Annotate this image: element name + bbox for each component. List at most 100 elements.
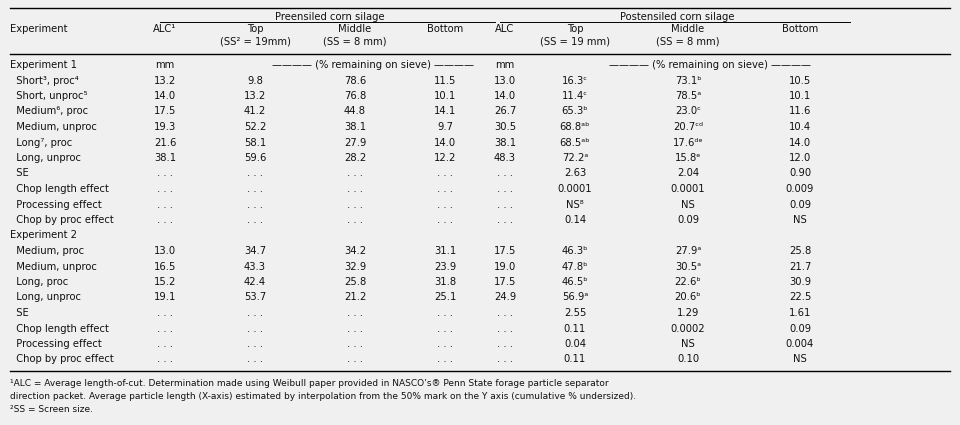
Text: . . .: . . . xyxy=(437,199,453,210)
Text: 22.6ᵇ: 22.6ᵇ xyxy=(675,277,702,287)
Text: Chop by proc effect: Chop by proc effect xyxy=(10,215,113,225)
Text: . . .: . . . xyxy=(347,199,363,210)
Text: Long, proc: Long, proc xyxy=(10,277,68,287)
Text: . . .: . . . xyxy=(437,184,453,194)
Text: 38.1: 38.1 xyxy=(344,122,366,132)
Text: 38.1: 38.1 xyxy=(154,153,176,163)
Text: . . .: . . . xyxy=(437,339,453,349)
Text: 30.5ᵃ: 30.5ᵃ xyxy=(675,261,701,272)
Text: . . .: . . . xyxy=(497,168,513,178)
Text: NS: NS xyxy=(793,215,806,225)
Text: 2.04: 2.04 xyxy=(677,168,699,178)
Text: 30.5: 30.5 xyxy=(494,122,516,132)
Text: ALC¹: ALC¹ xyxy=(154,24,177,34)
Text: Medium, unproc: Medium, unproc xyxy=(10,122,97,132)
Text: 0.11: 0.11 xyxy=(564,354,587,365)
Text: Postensiled corn silage: Postensiled corn silage xyxy=(620,12,734,22)
Text: 12.0: 12.0 xyxy=(789,153,811,163)
Text: 11.4ᶜ: 11.4ᶜ xyxy=(562,91,588,101)
Text: . . .: . . . xyxy=(437,323,453,334)
Text: 43.3: 43.3 xyxy=(244,261,266,272)
Text: ²SS = Screen size.: ²SS = Screen size. xyxy=(10,405,93,414)
Text: . . .: . . . xyxy=(157,354,173,365)
Text: 21.2: 21.2 xyxy=(344,292,366,303)
Text: 59.6: 59.6 xyxy=(244,153,266,163)
Text: . . .: . . . xyxy=(157,215,173,225)
Text: . . .: . . . xyxy=(437,168,453,178)
Text: 9.8: 9.8 xyxy=(247,76,263,85)
Text: 16.3ᶜ: 16.3ᶜ xyxy=(562,76,588,85)
Text: . . .: . . . xyxy=(347,184,363,194)
Text: 14.0: 14.0 xyxy=(434,138,456,147)
Text: 19.0: 19.0 xyxy=(493,261,516,272)
Text: . . .: . . . xyxy=(497,339,513,349)
Text: 2.55: 2.55 xyxy=(564,308,587,318)
Text: 38.1: 38.1 xyxy=(494,138,516,147)
Text: 22.5: 22.5 xyxy=(789,292,811,303)
Text: 25.1: 25.1 xyxy=(434,292,456,303)
Text: SE: SE xyxy=(10,308,29,318)
Text: 0.0001: 0.0001 xyxy=(671,184,706,194)
Text: 0.09: 0.09 xyxy=(789,199,811,210)
Text: Chop by proc effect: Chop by proc effect xyxy=(10,354,113,365)
Text: 13.0: 13.0 xyxy=(494,76,516,85)
Text: . . .: . . . xyxy=(157,339,173,349)
Text: 78.6: 78.6 xyxy=(344,76,366,85)
Text: 15.2: 15.2 xyxy=(154,277,177,287)
Text: . . .: . . . xyxy=(157,323,173,334)
Text: Experiment: Experiment xyxy=(10,24,67,34)
Text: . . .: . . . xyxy=(247,339,263,349)
Text: 11.5: 11.5 xyxy=(434,76,456,85)
Text: Middle
(SS = 8 mm): Middle (SS = 8 mm) xyxy=(657,24,720,46)
Text: . . .: . . . xyxy=(437,215,453,225)
Text: 68.5ᵃᵇ: 68.5ᵃᵇ xyxy=(560,138,590,147)
Text: 31.1: 31.1 xyxy=(434,246,456,256)
Text: . . .: . . . xyxy=(247,323,263,334)
Text: Bottom: Bottom xyxy=(427,24,463,34)
Text: 65.3ᵇ: 65.3ᵇ xyxy=(562,107,588,116)
Text: 56.9ᵃ: 56.9ᵃ xyxy=(562,292,588,303)
Text: 44.8: 44.8 xyxy=(344,107,366,116)
Text: ¹ALC = Average length-of-cut. Determination made using Weibull paper provided in: ¹ALC = Average length-of-cut. Determinat… xyxy=(10,379,609,388)
Text: ALC: ALC xyxy=(495,24,515,34)
Text: 34.2: 34.2 xyxy=(344,246,366,256)
Text: ———— (% remaining on sieve) ————: ———— (% remaining on sieve) ———— xyxy=(609,60,811,70)
Text: . . .: . . . xyxy=(347,323,363,334)
Text: Medium, proc: Medium, proc xyxy=(10,246,84,256)
Text: . . .: . . . xyxy=(157,308,173,318)
Text: . . .: . . . xyxy=(347,168,363,178)
Text: 58.1: 58.1 xyxy=(244,138,266,147)
Text: Processing effect: Processing effect xyxy=(10,339,102,349)
Text: Short, unproc⁵: Short, unproc⁵ xyxy=(10,91,87,101)
Text: . . .: . . . xyxy=(347,339,363,349)
Text: 0.14: 0.14 xyxy=(564,215,586,225)
Text: 20.7ᶜᵈ: 20.7ᶜᵈ xyxy=(673,122,703,132)
Text: . . .: . . . xyxy=(347,308,363,318)
Text: mm: mm xyxy=(156,60,175,70)
Text: 0.04: 0.04 xyxy=(564,339,586,349)
Text: . . .: . . . xyxy=(157,184,173,194)
Text: . . .: . . . xyxy=(347,215,363,225)
Text: . . .: . . . xyxy=(347,354,363,365)
Text: . . .: . . . xyxy=(497,199,513,210)
Text: 9.7: 9.7 xyxy=(437,122,453,132)
Text: 17.5: 17.5 xyxy=(493,277,516,287)
Text: . . .: . . . xyxy=(497,215,513,225)
Text: 0.09: 0.09 xyxy=(677,215,699,225)
Text: 23.0ᶜ: 23.0ᶜ xyxy=(675,107,701,116)
Text: 0.11: 0.11 xyxy=(564,323,587,334)
Text: 53.7: 53.7 xyxy=(244,292,266,303)
Text: Preensiled corn silage: Preensiled corn silage xyxy=(276,12,385,22)
Text: 32.9: 32.9 xyxy=(344,261,366,272)
Text: . . .: . . . xyxy=(497,323,513,334)
Text: 27.9: 27.9 xyxy=(344,138,366,147)
Text: 76.8: 76.8 xyxy=(344,91,366,101)
Text: 2.63: 2.63 xyxy=(564,168,587,178)
Text: 14.0: 14.0 xyxy=(154,91,176,101)
Text: 17.5: 17.5 xyxy=(493,246,516,256)
Text: 46.5ᵇ: 46.5ᵇ xyxy=(562,277,588,287)
Text: . . .: . . . xyxy=(157,199,173,210)
Text: 47.8ᵇ: 47.8ᵇ xyxy=(562,261,588,272)
Text: 0.0001: 0.0001 xyxy=(558,184,592,194)
Text: 24.9: 24.9 xyxy=(493,292,516,303)
